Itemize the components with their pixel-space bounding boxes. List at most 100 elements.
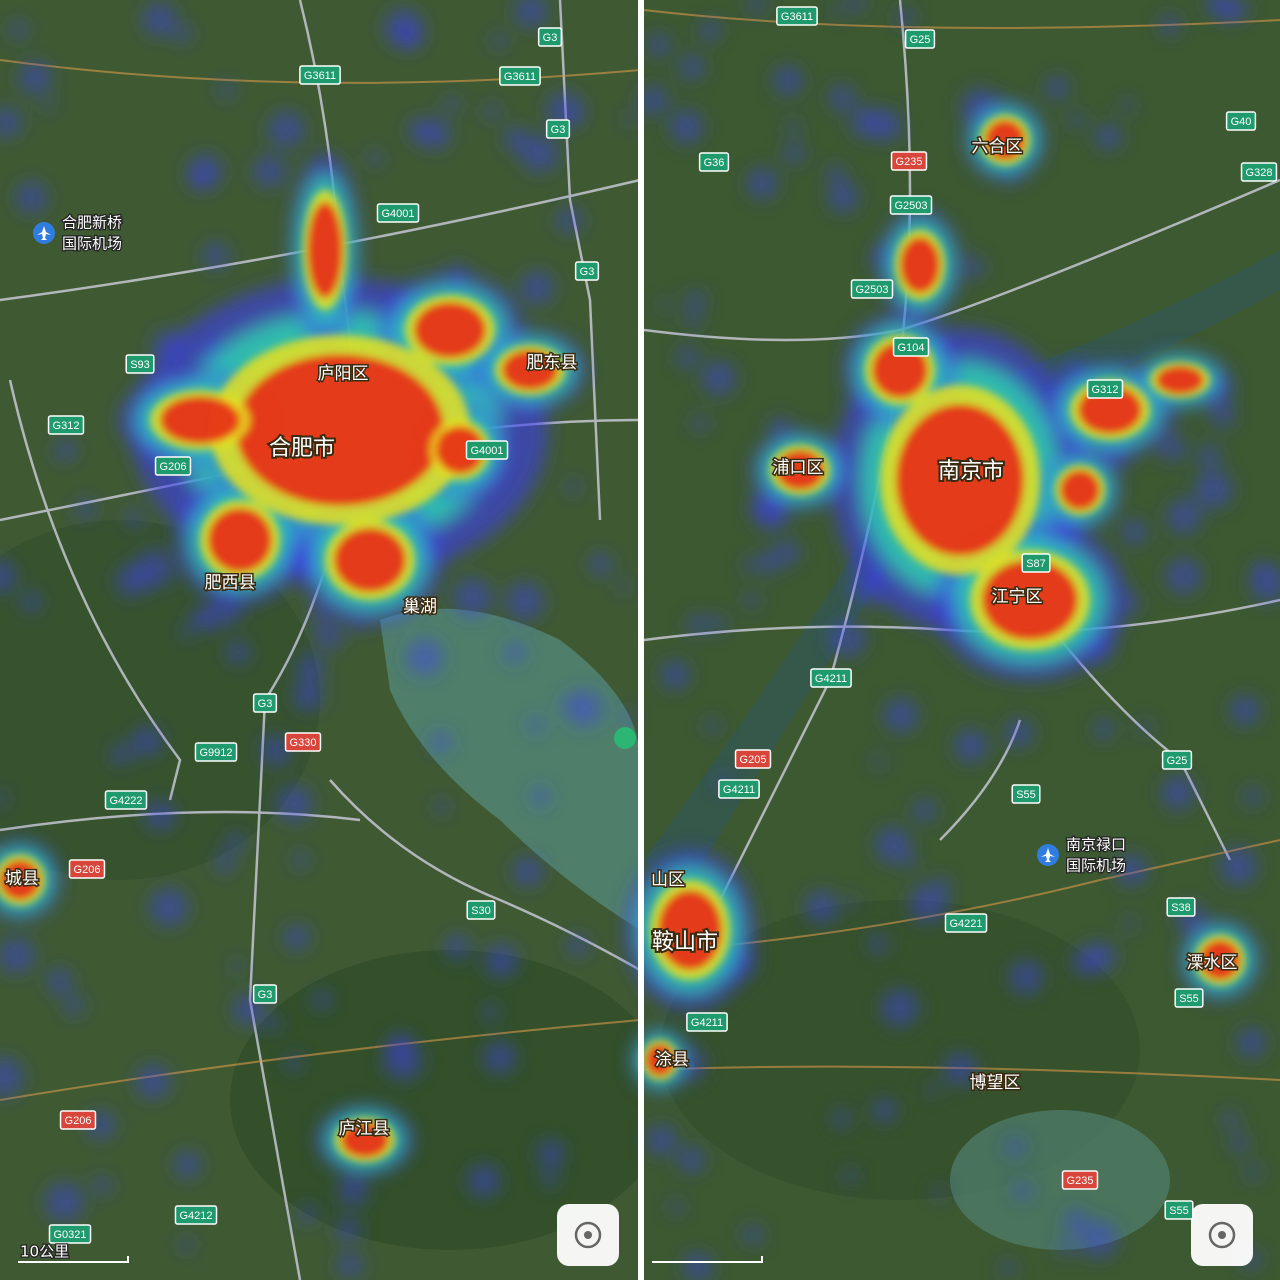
heat-haze bbox=[828, 85, 855, 112]
heat-blob bbox=[208, 508, 272, 572]
heat-haze bbox=[267, 111, 305, 148]
place-label: 合肥市 bbox=[269, 436, 335, 461]
heat-haze bbox=[1071, 947, 1100, 976]
heat-haze bbox=[560, 697, 574, 710]
heat-haze bbox=[868, 933, 888, 954]
divider bbox=[638, 0, 644, 1280]
shield-bg bbox=[1240, 162, 1278, 182]
heat-haze bbox=[902, 855, 917, 870]
road-label: G0321 bbox=[53, 1229, 86, 1241]
heat-haze bbox=[962, 256, 985, 279]
heat-haze bbox=[1013, 1181, 1032, 1201]
heat-haze bbox=[443, 96, 460, 113]
scale-bar bbox=[18, 1256, 763, 1263]
road-shield: S55 bbox=[1174, 988, 1204, 1008]
shield-bg bbox=[1166, 897, 1196, 917]
road-label: G25 bbox=[910, 34, 931, 46]
heat-haze bbox=[747, 0, 766, 14]
heat-haze bbox=[954, 729, 988, 763]
road-shield: G3 bbox=[252, 984, 278, 1004]
heat-haze bbox=[1095, 124, 1122, 151]
road-shield: G312 bbox=[47, 415, 85, 435]
heat-haze bbox=[622, 113, 635, 126]
heat-haze bbox=[645, 1124, 677, 1156]
heat-haze bbox=[932, 1186, 946, 1200]
shield-bg bbox=[194, 742, 238, 762]
heat-haze bbox=[880, 988, 919, 1027]
heat-haze bbox=[773, 65, 803, 96]
heat-haze bbox=[872, 754, 886, 769]
road-label: S30 bbox=[471, 905, 491, 917]
road-label: G235 bbox=[1067, 1175, 1094, 1187]
heat-haze bbox=[335, 1217, 361, 1242]
heat-haze bbox=[1093, 718, 1114, 740]
place-label: 浦口区 bbox=[773, 458, 824, 478]
road-shield: G328 bbox=[1240, 162, 1278, 182]
place-label: 南京市 bbox=[938, 459, 1004, 484]
heat-haze bbox=[1221, 1110, 1239, 1128]
shield-bg bbox=[104, 790, 148, 810]
heat-haze bbox=[1166, 499, 1202, 535]
heat-haze bbox=[260, 735, 291, 766]
shield-bg bbox=[47, 415, 85, 435]
shield-bg bbox=[1225, 111, 1257, 131]
shield-bg bbox=[718, 779, 760, 799]
shield-bg bbox=[734, 749, 772, 769]
place-label: 六合区 bbox=[972, 137, 1023, 157]
heat-haze bbox=[467, 1164, 501, 1198]
heat-haze bbox=[527, 716, 545, 734]
road-shield: G4001 bbox=[376, 203, 420, 223]
shield-bg bbox=[944, 913, 988, 933]
airport-label: 合肥新桥 bbox=[62, 214, 122, 232]
heat-haze bbox=[679, 54, 705, 80]
road-label: G3 bbox=[580, 266, 595, 278]
airport-plane bbox=[1041, 848, 1055, 862]
heat-haze bbox=[565, 689, 603, 727]
shield-bg bbox=[252, 984, 278, 1004]
lake bbox=[380, 608, 638, 929]
heat-haze bbox=[846, 895, 859, 908]
shield-bg bbox=[1061, 1170, 1099, 1190]
heat-haze bbox=[620, 710, 636, 726]
heat-haze bbox=[21, 591, 42, 612]
heat-haze bbox=[1120, 99, 1135, 114]
heat-haze bbox=[285, 1054, 303, 1072]
heat-blob bbox=[645, 1044, 675, 1076]
shield-bg bbox=[1174, 988, 1204, 1008]
heat-haze bbox=[617, 580, 630, 593]
heat-haze bbox=[1079, 1220, 1118, 1259]
road-shield: G104 bbox=[892, 337, 930, 357]
heat-haze bbox=[144, 800, 176, 831]
road-label: G3611 bbox=[504, 71, 536, 83]
heat-haze bbox=[125, 509, 144, 528]
heat-haze bbox=[419, 118, 451, 150]
road-shield: G3 bbox=[545, 119, 571, 139]
heat-haze bbox=[541, 1170, 559, 1187]
heat-haze bbox=[444, 934, 470, 960]
heat-haze bbox=[926, 1082, 939, 1096]
heat-haze bbox=[913, 799, 937, 823]
heat-blob bbox=[985, 120, 1025, 160]
road-label: G4212 bbox=[179, 1210, 212, 1222]
road-label: G3 bbox=[543, 32, 558, 44]
road-label: S55 bbox=[1169, 1205, 1189, 1217]
heat-haze bbox=[1160, 775, 1196, 810]
airport-plane bbox=[37, 226, 51, 240]
heat-haze bbox=[484, 943, 518, 978]
heat-haze bbox=[396, 24, 423, 51]
heat-haze bbox=[1230, 1134, 1249, 1153]
locate-button[interactable] bbox=[1191, 1204, 1253, 1266]
heat-haze bbox=[638, 85, 668, 115]
road-shield: G4211 bbox=[686, 1012, 728, 1032]
heat-haze bbox=[283, 924, 310, 951]
road-shield: S87 bbox=[1021, 553, 1051, 573]
road-label: S87 bbox=[1026, 558, 1046, 570]
heat-haze bbox=[135, 1064, 171, 1100]
locate-button[interactable] bbox=[557, 1204, 619, 1266]
road-shield: G4001 bbox=[465, 440, 509, 460]
road-shield: G3611 bbox=[499, 66, 541, 86]
place-label: 博望区 bbox=[970, 1073, 1021, 1093]
road-label: S38 bbox=[1171, 902, 1191, 914]
road-label: G40 bbox=[1231, 116, 1252, 128]
heat-haze bbox=[483, 1041, 516, 1074]
